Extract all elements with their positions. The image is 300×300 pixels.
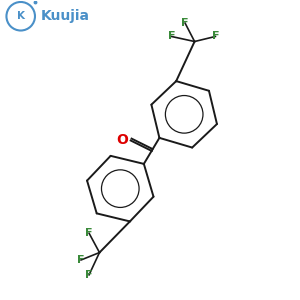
Text: F: F bbox=[85, 228, 93, 238]
Text: F: F bbox=[85, 270, 93, 280]
Text: O: O bbox=[116, 134, 128, 148]
Text: F: F bbox=[168, 32, 175, 41]
Text: Kuujia: Kuujia bbox=[41, 9, 90, 23]
Text: F: F bbox=[77, 255, 85, 265]
Text: F: F bbox=[212, 32, 219, 41]
Text: F: F bbox=[181, 18, 189, 28]
Text: K: K bbox=[17, 11, 25, 21]
